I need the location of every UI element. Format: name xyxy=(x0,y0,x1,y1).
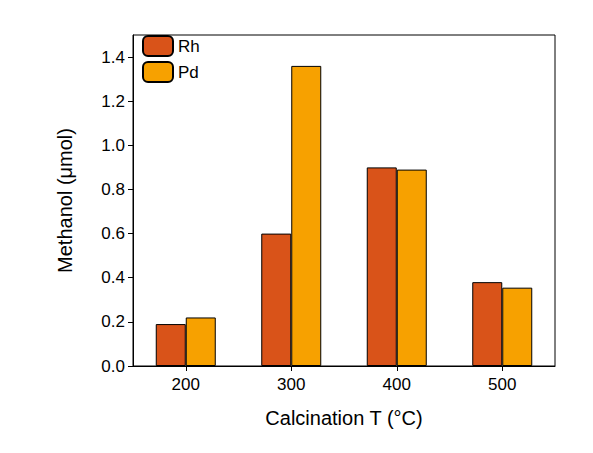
svg-text:0.0: 0.0 xyxy=(101,357,125,376)
svg-text:Methanol (μmol): Methanol (μmol) xyxy=(54,128,76,273)
svg-text:1.2: 1.2 xyxy=(101,92,125,111)
svg-text:200: 200 xyxy=(172,375,200,394)
svg-text:500: 500 xyxy=(488,375,516,394)
svg-text:0.6: 0.6 xyxy=(101,224,125,243)
svg-text:Pd: Pd xyxy=(178,63,199,82)
svg-text:300: 300 xyxy=(277,375,305,394)
svg-text:Calcination T (°C): Calcination T (°C) xyxy=(265,407,422,429)
svg-text:0.4: 0.4 xyxy=(101,268,125,287)
svg-text:0.2: 0.2 xyxy=(101,312,125,331)
svg-text:Rh: Rh xyxy=(178,37,200,56)
svg-text:1.4: 1.4 xyxy=(101,48,125,67)
svg-text:0.8: 0.8 xyxy=(101,180,125,199)
svg-text:1.0: 1.0 xyxy=(101,136,125,155)
svg-text:400: 400 xyxy=(383,375,411,394)
